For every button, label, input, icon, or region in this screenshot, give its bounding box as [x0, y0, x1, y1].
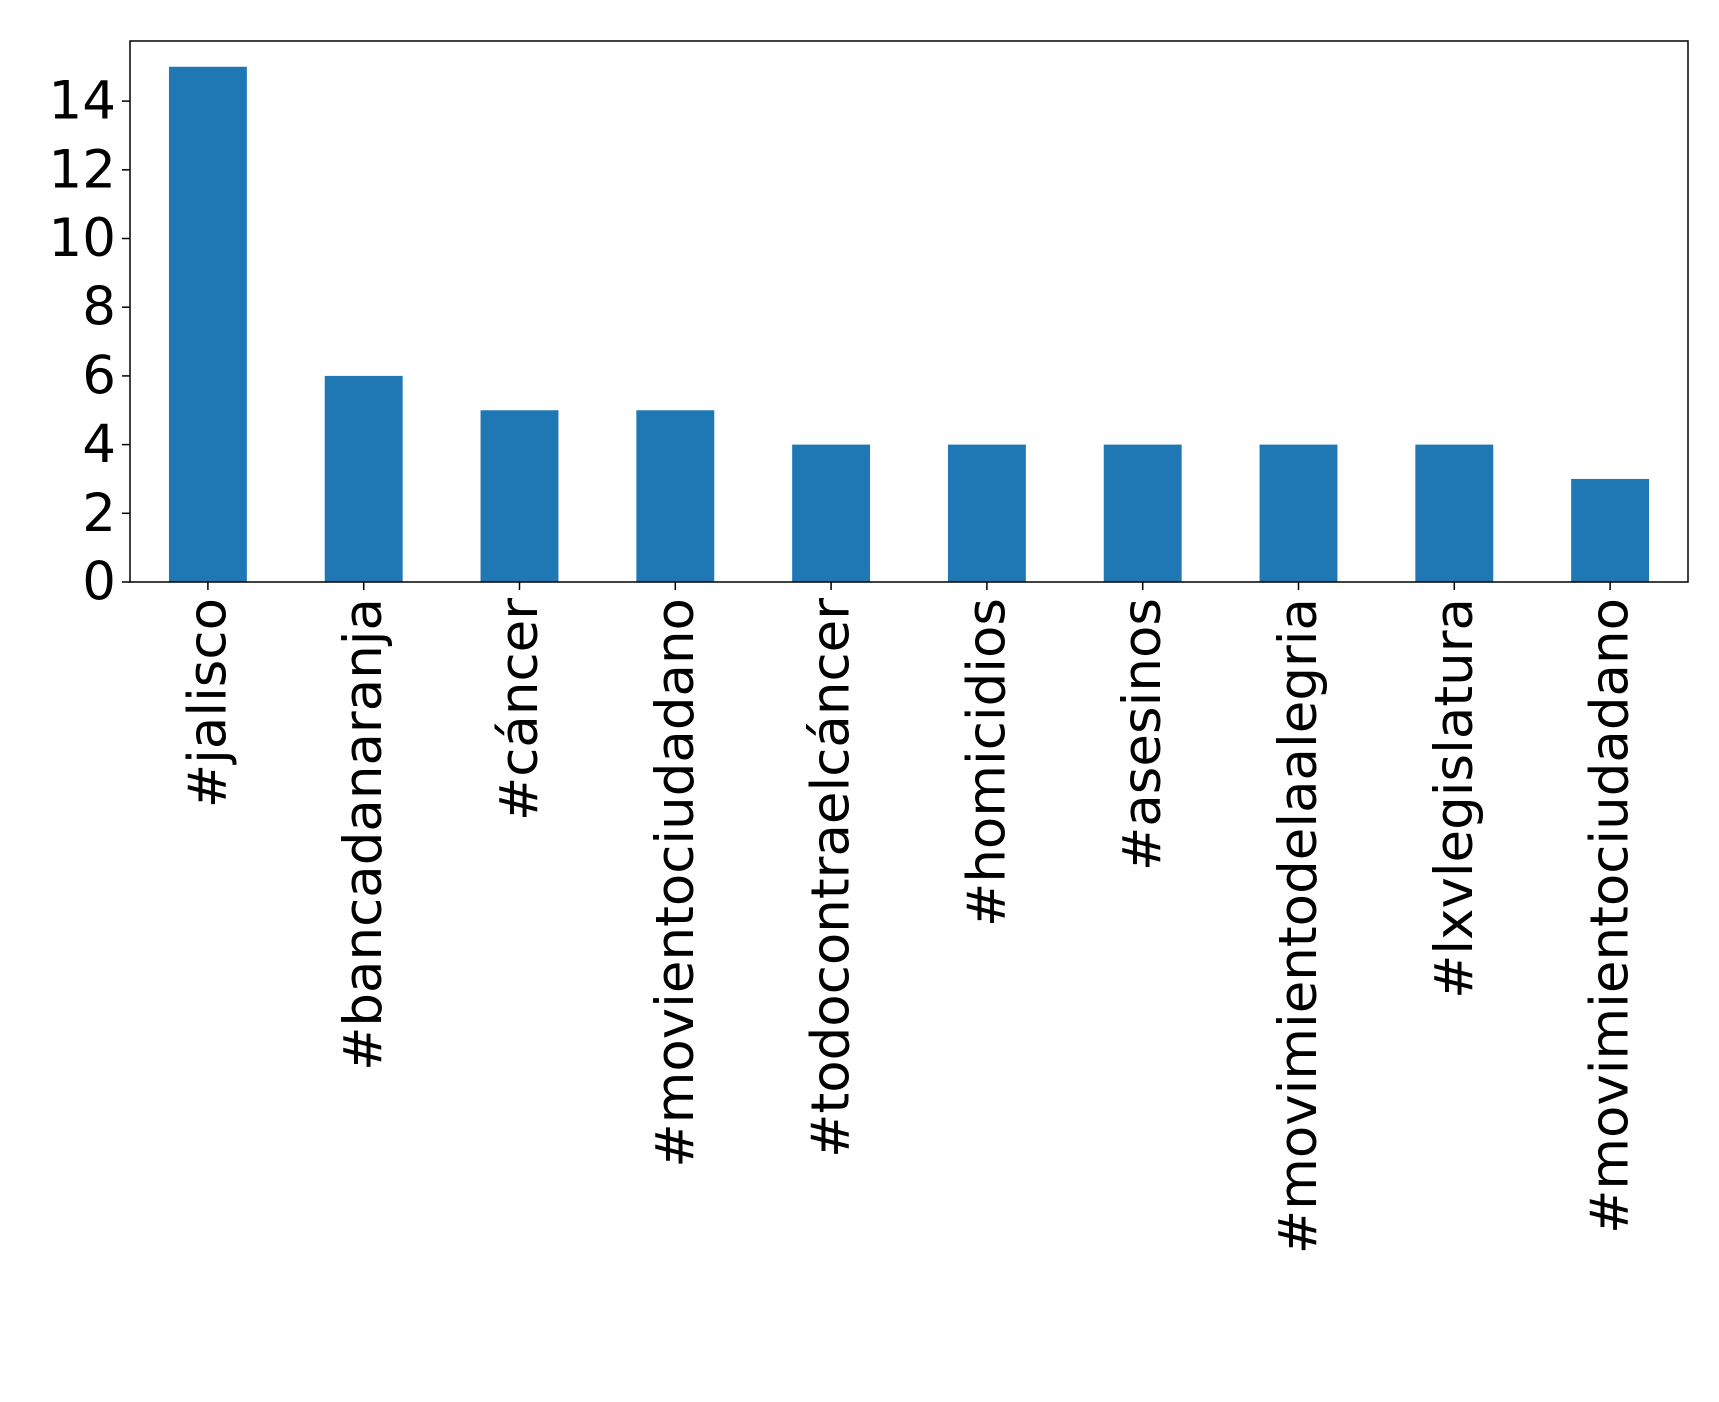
bar	[324, 375, 403, 582]
bar	[947, 444, 1026, 582]
x-tick-label: #movimientociudadano	[1580, 598, 1641, 1234]
plot-frame	[129, 40, 1689, 583]
y-tick-label: 10	[49, 208, 116, 269]
y-tick-label: 6	[82, 345, 116, 406]
bar	[636, 410, 715, 582]
x-tick-label: #todocontraelcáncer	[801, 598, 862, 1158]
x-tick-label: #bancadanaranja	[333, 598, 394, 1071]
y-tick-label: 2	[82, 483, 116, 544]
bar	[480, 410, 559, 582]
y-tick-label: 4	[82, 414, 116, 475]
x-tick-label: #asesinos	[1112, 598, 1173, 871]
x-tick-label: #movimientodelaalegria	[1268, 598, 1329, 1254]
x-tick-label: #jalisco	[177, 598, 238, 808]
y-tick-label: 12	[49, 139, 116, 200]
bar	[1259, 444, 1338, 582]
bar	[1415, 444, 1494, 582]
bar	[168, 66, 247, 582]
x-tick-label: #cáncer	[489, 598, 550, 821]
x-tick-label: #homicidios	[956, 598, 1017, 927]
bar	[792, 444, 871, 582]
bar	[1571, 478, 1650, 582]
bar	[1103, 444, 1182, 582]
y-tick-label: 8	[82, 277, 116, 338]
x-tick-label: #lxvlegislatura	[1424, 598, 1485, 999]
y-tick-label: 14	[49, 71, 116, 132]
y-tick-label: 0	[82, 552, 116, 613]
x-tick-label: #movientociudadano	[645, 598, 706, 1168]
